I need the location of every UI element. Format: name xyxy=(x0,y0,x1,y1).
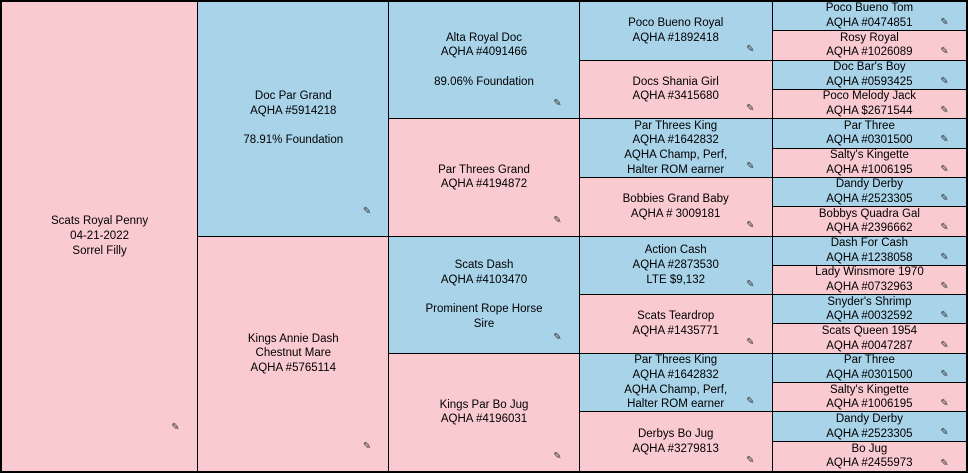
cell-text: Dandy Derby AQHA #2523305 xyxy=(826,178,913,206)
pedigree-cell-subject: Scats Royal Penny 04-21-2022 Sorrel Fill… xyxy=(2,2,199,471)
cell-text: Scats Royal Penny 04-21-2022 Sorrel Fill… xyxy=(51,215,149,257)
edit-pencil-icon[interactable] xyxy=(363,207,371,217)
cell-text: Alta Royal Doc AQHA #4091466 89.06% Foun… xyxy=(434,31,534,88)
edit-pencil-icon[interactable] xyxy=(940,194,948,204)
edit-pencil-icon[interactable] xyxy=(940,223,948,233)
pedigree-cell-dssd: Lady Winsmore 1970 AQHA #0732963 xyxy=(772,265,966,296)
edit-pencil-icon[interactable] xyxy=(940,370,948,380)
edit-pencil-icon[interactable] xyxy=(746,162,754,172)
pedigree-cell-ddd: Derbys Bo Jug AQHA #3279813 xyxy=(579,412,773,471)
pedigree-cell-dsdd: Scats Queen 1954 AQHA #0047287 xyxy=(772,324,966,354)
cell-text: Bobbys Quadra Gal AQHA #2396662 xyxy=(818,207,920,235)
pedigree-cell-sdss: Par Three AQHA #0301500 xyxy=(772,119,966,149)
cell-text: Dash For Cash AQHA #1238058 xyxy=(826,236,913,264)
cell-text: Derbys Bo Jug AQHA #3279813 xyxy=(632,427,719,455)
cell-text: Docs Shania Girl AQHA #3415680 xyxy=(632,75,719,103)
edit-pencil-icon[interactable] xyxy=(940,77,948,87)
cell-text: Snyder's Shrimp AQHA #0032592 xyxy=(826,295,913,323)
edit-pencil-icon[interactable] xyxy=(746,397,754,407)
pedigree-cell-ddss: Par Three AQHA #0301500 xyxy=(772,353,966,384)
cell-text: Poco Melody Jack AQHA $2671544 xyxy=(822,90,917,118)
cell-text: Par Three AQHA #0301500 xyxy=(826,119,913,147)
edit-pencil-icon[interactable] xyxy=(746,456,754,466)
cell-text: Doc Bar's Boy AQHA #0593425 xyxy=(826,61,913,88)
edit-pencil-icon[interactable] xyxy=(746,280,754,290)
pedigree-cell-ddds: Dandy Derby AQHA #2523305 xyxy=(772,412,966,442)
cell-text: Par Three AQHA #0301500 xyxy=(826,354,913,381)
cell-text: Doc Par Grand AQHA #5914218 78.91% Found… xyxy=(243,90,344,147)
cell-text: Scats Queen 1954 AQHA #0047287 xyxy=(821,324,918,352)
pedigree-cell-ssdd: Poco Melody Jack AQHA $2671544 xyxy=(772,89,966,120)
pedigree-cell-dd: Kings Par Bo Jug AQHA #4196031 xyxy=(389,353,580,471)
pedigree-cell-sddd: Bobbys Quadra Gal AQHA #2396662 xyxy=(772,207,966,237)
cell-text: Salty's Kingette AQHA #1006195 xyxy=(826,149,913,176)
cell-text: Scats Dash AQHA #4103470 Prominent Rope … xyxy=(425,258,543,330)
cell-text: Poco Bueno Royal AQHA #1892418 xyxy=(628,17,724,44)
edit-pencil-icon[interactable] xyxy=(940,253,948,263)
edit-pencil-icon[interactable] xyxy=(940,341,948,351)
edit-pencil-icon[interactable] xyxy=(940,135,948,145)
edit-pencil-icon[interactable] xyxy=(940,282,948,292)
edit-pencil-icon[interactable] xyxy=(553,99,561,109)
cell-text: Bo Jug AQHA #2455973 xyxy=(826,442,913,470)
edit-pencil-icon[interactable] xyxy=(940,428,948,438)
pedigree-cell-ds: Scats Dash AQHA #4103470 Prominent Rope … xyxy=(389,236,580,354)
pedigree-cell-sire: Doc Par Grand AQHA #5914218 78.91% Found… xyxy=(198,2,390,237)
cell-text: Par Threes King AQHA #1642832 AQHA Champ… xyxy=(624,119,728,176)
edit-pencil-icon[interactable] xyxy=(746,45,754,55)
edit-pencil-icon[interactable] xyxy=(746,104,754,114)
edit-pencil-icon[interactable] xyxy=(940,106,948,116)
pedigree-cell-sss: Poco Bueno Royal AQHA #1892418 xyxy=(579,2,773,61)
edit-pencil-icon[interactable] xyxy=(940,165,948,175)
edit-pencil-icon[interactable] xyxy=(746,221,754,231)
edit-pencil-icon[interactable] xyxy=(940,311,948,321)
pedigree-cell-ss: Alta Royal Doc AQHA #4091466 89.06% Foun… xyxy=(389,2,580,120)
edit-pencil-icon[interactable] xyxy=(553,452,561,462)
edit-pencil-icon[interactable] xyxy=(746,338,754,348)
edit-pencil-icon[interactable] xyxy=(940,47,948,57)
pedigree-cell-ssds: Doc Bar's Boy AQHA #0593425 xyxy=(772,60,966,90)
pedigree-cell-sdd: Bobbies Grand Baby AQHA # 3009181 xyxy=(579,177,773,237)
edit-pencil-icon[interactable] xyxy=(940,399,948,409)
pedigree-cell-dam: Kings Annie Dash Chestnut Mare AQHA #576… xyxy=(198,236,390,471)
pedigree-cell-ssd: Docs Shania Girl AQHA #3415680 xyxy=(579,60,773,120)
cell-text: Poco Bueno Tom AQHA #0474851 xyxy=(825,2,914,30)
pedigree-cell-dds: Par Threes King AQHA #1642832 AQHA Champ… xyxy=(579,353,773,413)
cell-text: Par Threes Grand AQHA #4194872 xyxy=(438,163,530,191)
cell-text: Par Threes King AQHA #1642832 AQHA Champ… xyxy=(624,354,728,411)
pedigree-cell-sdds: Dandy Derby AQHA #2523305 xyxy=(772,177,966,208)
edit-pencil-icon[interactable] xyxy=(171,423,179,433)
edit-pencil-icon[interactable] xyxy=(553,216,561,226)
pedigree-cell-ssss: Poco Bueno Tom AQHA #0474851 xyxy=(772,2,966,32)
cell-text: Bobbies Grand Baby AQHA # 3009181 xyxy=(622,192,729,220)
edit-pencil-icon[interactable] xyxy=(940,459,948,469)
pedigree-cell-sds: Par Threes King AQHA #1642832 AQHA Champ… xyxy=(579,119,773,178)
pedigree-cell-dsd: Scats Teardrop AQHA #1435771 xyxy=(579,295,773,354)
pedigree-cell-sssd: Rosy Royal AQHA #1026089 xyxy=(772,31,966,61)
cell-text: Kings Annie Dash Chestnut Mare AQHA #576… xyxy=(247,332,339,375)
pedigree-cell-ddsd: Salty's Kingette AQHA #1006195 xyxy=(772,383,966,413)
pedigree-cell-dsss: Dash For Cash AQHA #1238058 xyxy=(772,236,966,266)
pedigree-cell-dddd: Bo Jug AQHA #2455973 xyxy=(772,441,966,471)
pedigree-cell-dss: Action Cash AQHA #2873530 LTE $9,132 xyxy=(579,236,773,296)
edit-pencil-icon[interactable] xyxy=(363,442,371,452)
cell-text: Kings Par Bo Jug AQHA #4196031 xyxy=(439,398,529,426)
edit-pencil-icon[interactable] xyxy=(940,18,948,28)
cell-text: Salty's Kingette AQHA #1006195 xyxy=(826,383,913,411)
edit-pencil-icon[interactable] xyxy=(553,333,561,343)
cell-text: Scats Teardrop AQHA #1435771 xyxy=(632,310,719,337)
pedigree-cell-sdsd: Salty's Kingette AQHA #1006195 xyxy=(772,148,966,178)
cell-text: Action Cash AQHA #2873530 LTE $9,132 xyxy=(632,244,719,286)
pedigree-cell-dsds: Snyder's Shrimp AQHA #0032592 xyxy=(772,295,966,325)
pedigree-cell-sd: Par Threes Grand AQHA #4194872 xyxy=(389,119,580,237)
cell-text: Rosy Royal AQHA #1026089 xyxy=(826,31,913,59)
cell-text: Dandy Derby AQHA #2523305 xyxy=(826,412,913,440)
cell-text: Lady Winsmore 1970 AQHA #0732963 xyxy=(815,266,924,293)
